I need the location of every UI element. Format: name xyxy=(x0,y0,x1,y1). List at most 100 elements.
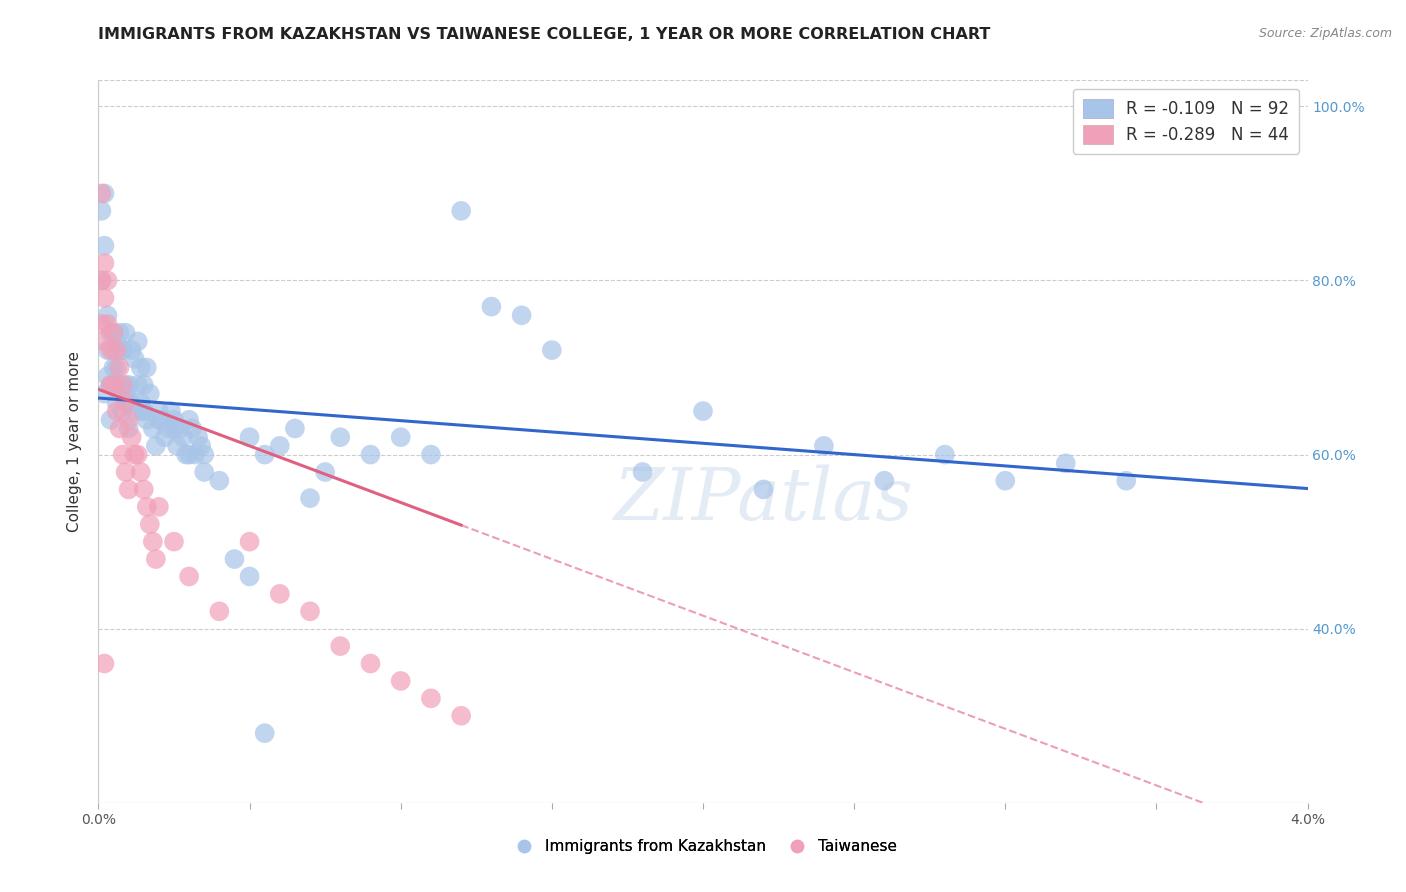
Point xyxy=(96,343,118,358)
Point xyxy=(239,534,262,549)
Point xyxy=(108,360,131,375)
Point xyxy=(269,439,291,453)
Point xyxy=(93,256,115,270)
Point xyxy=(127,448,149,462)
Point xyxy=(127,334,149,349)
Point xyxy=(103,360,125,375)
Point xyxy=(420,448,443,462)
Point xyxy=(124,404,146,418)
Point xyxy=(481,300,503,314)
Point xyxy=(299,604,322,618)
Point xyxy=(163,413,186,427)
Legend: Immigrants from Kazakhstan, Taiwanese: Immigrants from Kazakhstan, Taiwanese xyxy=(502,833,904,860)
Point xyxy=(934,448,956,462)
Point xyxy=(93,386,115,401)
Point xyxy=(114,465,136,479)
Point xyxy=(90,273,112,287)
Point xyxy=(1054,456,1077,470)
Point xyxy=(100,413,122,427)
Point xyxy=(145,439,167,453)
Point xyxy=(103,378,125,392)
Point xyxy=(142,421,165,435)
Point xyxy=(114,386,136,401)
Point xyxy=(153,430,176,444)
Point xyxy=(420,691,443,706)
Point xyxy=(314,465,336,479)
Point xyxy=(540,343,562,358)
Point xyxy=(179,569,201,583)
Point xyxy=(253,448,276,462)
Point xyxy=(108,378,131,392)
Point xyxy=(93,291,115,305)
Point xyxy=(114,395,136,409)
Point xyxy=(631,465,654,479)
Point xyxy=(118,378,141,392)
Point xyxy=(105,343,128,358)
Point xyxy=(132,404,155,418)
Point xyxy=(108,326,131,340)
Point xyxy=(118,413,141,427)
Point xyxy=(111,343,134,358)
Point xyxy=(118,395,141,409)
Point xyxy=(105,343,128,358)
Point xyxy=(90,186,112,201)
Point xyxy=(121,430,143,444)
Point xyxy=(156,421,179,435)
Point xyxy=(193,448,215,462)
Point xyxy=(329,639,352,653)
Point xyxy=(118,421,141,435)
Point xyxy=(111,448,134,462)
Point xyxy=(160,404,183,418)
Point xyxy=(132,483,155,497)
Point xyxy=(111,378,134,392)
Point xyxy=(150,413,173,427)
Point xyxy=(129,465,152,479)
Point xyxy=(510,308,533,322)
Point xyxy=(90,273,112,287)
Point xyxy=(93,334,115,349)
Point xyxy=(124,351,146,366)
Point xyxy=(142,534,165,549)
Point xyxy=(269,587,291,601)
Point xyxy=(135,500,157,514)
Text: Source: ZipAtlas.com: Source: ZipAtlas.com xyxy=(1258,27,1392,40)
Point xyxy=(93,238,115,252)
Point xyxy=(389,430,412,444)
Point xyxy=(172,430,194,444)
Point xyxy=(93,186,115,201)
Point xyxy=(193,465,215,479)
Point xyxy=(103,343,125,358)
Point xyxy=(994,474,1017,488)
Point xyxy=(93,657,115,671)
Point xyxy=(111,404,134,418)
Point xyxy=(121,343,143,358)
Point xyxy=(163,534,186,549)
Point xyxy=(389,673,412,688)
Point xyxy=(360,657,382,671)
Point xyxy=(121,395,143,409)
Point xyxy=(148,404,170,418)
Point xyxy=(208,604,231,618)
Point xyxy=(118,483,141,497)
Point xyxy=(124,448,146,462)
Text: ZIPatlas: ZIPatlas xyxy=(613,464,914,534)
Point xyxy=(96,273,118,287)
Point xyxy=(96,317,118,331)
Point xyxy=(174,448,197,462)
Point xyxy=(96,369,118,384)
Point xyxy=(692,404,714,418)
Point xyxy=(127,378,149,392)
Point xyxy=(148,413,170,427)
Point xyxy=(105,404,128,418)
Point xyxy=(184,448,207,462)
Point xyxy=(179,448,201,462)
Point xyxy=(105,360,128,375)
Point xyxy=(253,726,276,740)
Point xyxy=(90,317,112,331)
Point xyxy=(360,448,382,462)
Point xyxy=(284,421,307,435)
Point xyxy=(108,421,131,435)
Point xyxy=(100,378,122,392)
Point xyxy=(450,708,472,723)
Point xyxy=(190,439,212,453)
